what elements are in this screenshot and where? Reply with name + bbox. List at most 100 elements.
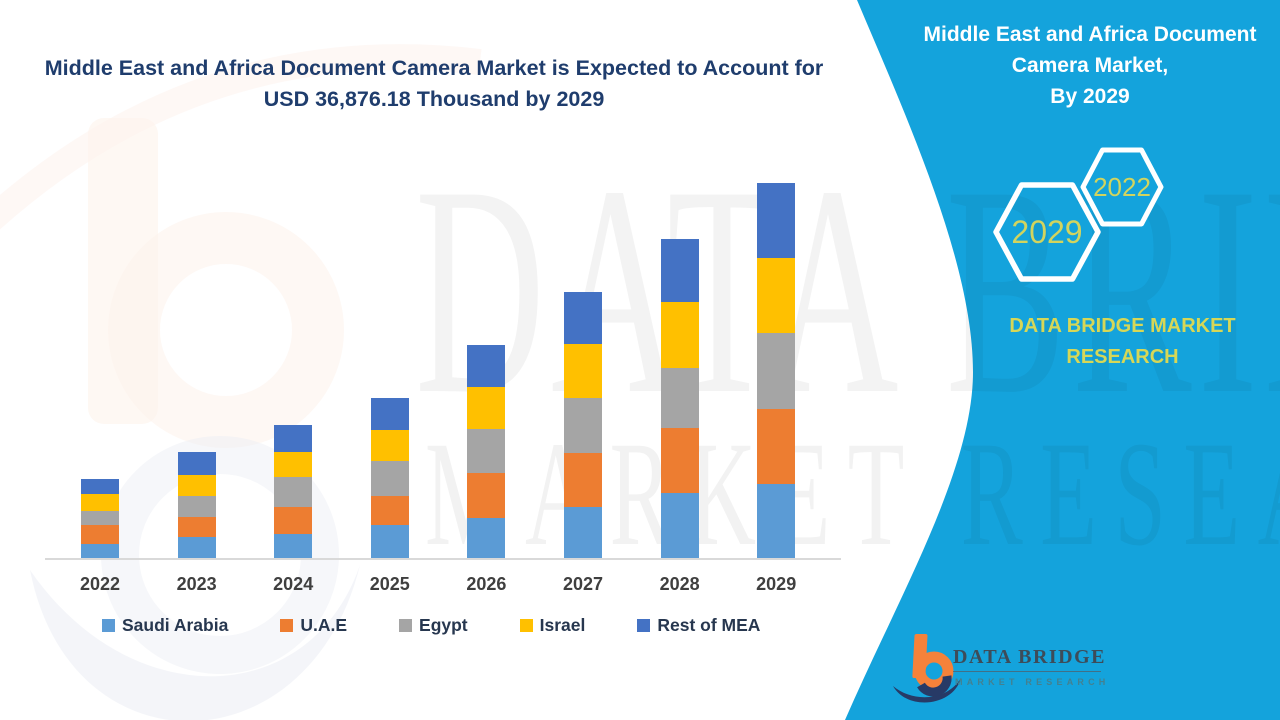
- bar-segment-2024-egypt: [274, 477, 313, 507]
- bar-segment-2025-u-a-e: [370, 496, 409, 525]
- bar-segment-2026-saudi-arabia: [467, 518, 506, 558]
- bar-segment-2024-israel: [274, 452, 313, 477]
- bar-segment-2029-u-a-e: [757, 409, 796, 484]
- bar-2029: [757, 183, 796, 558]
- bar-segment-2022-egypt: [81, 511, 119, 525]
- watermark-swirl-ring: [101, 436, 339, 674]
- bar-2028: [660, 239, 699, 558]
- legend-marker-rest-of-mea: [637, 619, 651, 632]
- hexagon-2022: [1080, 147, 1164, 227]
- bar-2026: [467, 345, 506, 558]
- bar-segment-2028-saudi-arabia: [660, 493, 699, 558]
- bar-segment-2023-israel: [177, 475, 216, 496]
- x-axis-label-2022: 2022: [79, 574, 121, 594]
- bar-2027: [564, 291, 602, 558]
- hexagon-2022-label: 2022: [1093, 172, 1151, 202]
- legend-item-israel: Israel: [519, 615, 586, 636]
- bar-segment-2026-rest-of-mea: [467, 345, 506, 387]
- bar-segment-2028-israel: [660, 302, 699, 368]
- side-panel-shape: [845, 0, 1280, 720]
- logo-wordmark: DATA BRIDGE: [953, 646, 1107, 668]
- bar-segment-2023-saudi-arabia: [177, 537, 216, 558]
- x-axis-label-2023: 2023: [176, 574, 217, 594]
- bar-segment-2023-egypt: [177, 496, 216, 517]
- legend-item-saudi-arabia: Saudi Arabia: [102, 615, 228, 636]
- bar-2024: [274, 425, 313, 558]
- bar-segment-2028-u-a-e: [660, 428, 699, 493]
- hexagon-2029-label: 2029: [1011, 214, 1082, 250]
- bar-segment-2024-rest-of-mea: [274, 425, 313, 452]
- legend-marker-israel: [519, 619, 533, 632]
- bar-segment-2029-egypt: [757, 332, 796, 409]
- chart-legend: Saudi Arabia U.A.E Egypt Israel Rest of MEA: [102, 615, 760, 636]
- bar-segment-2024-saudi-arabia: [274, 534, 313, 558]
- hexagon-2029: [993, 182, 1101, 282]
- legend-item-rest-of-mea: Rest of MEA: [637, 615, 760, 636]
- bar-segment-2027-u-a-e: [564, 453, 602, 507]
- brand-caption: DATA BRIDGE MARKET RESEARCH: [1009, 315, 1236, 368]
- legend-item-u-a-e: U.A.E: [280, 615, 347, 636]
- bar-segment-2024-u-a-e: [274, 507, 313, 534]
- bar-segment-2023-rest-of-mea: [177, 452, 216, 475]
- bar-2025: [370, 398, 409, 558]
- chart-title: Middle East and Africa Document Camera M…: [8, 53, 860, 115]
- legend-label-rest-of-mea: Rest of MEA: [657, 615, 761, 635]
- bar-2022: [81, 479, 119, 558]
- bar-segment-2025-israel: [370, 430, 409, 461]
- bar-segment-2027-israel: [564, 344, 602, 398]
- x-axis-label-2026: 2026: [466, 574, 507, 594]
- bar-segment-2022-u-a-e: [81, 525, 119, 544]
- bar-segment-2026-u-a-e: [467, 473, 506, 518]
- watermark-b-bowl: [108, 212, 344, 448]
- legend-marker-egypt: [399, 619, 413, 632]
- bar-segment-2027-egypt: [564, 398, 602, 453]
- chart-title-line1: Middle East and Africa Document Camera M…: [44, 56, 824, 80]
- bar-segment-2028-egypt: [660, 368, 699, 428]
- watermark-swirl-crescent: [30, 565, 360, 720]
- bar-segment-2027-saudi-arabia: [564, 507, 602, 558]
- logo-b-bowl: [914, 651, 954, 691]
- x-axis-label-2029: 2029: [756, 574, 797, 594]
- legend-label-saudi-arabia: Saudi Arabia: [122, 615, 229, 635]
- stacked-bar-chart: 2022 2023 2024 2025 2026 2027 2028 2029: [79, 183, 797, 594]
- bar-segment-2026-egypt: [467, 429, 506, 473]
- legend-marker-saudi-arabia: [102, 619, 115, 632]
- bar-segment-2025-saudi-arabia: [370, 525, 409, 558]
- bar-segment-2026-israel: [467, 387, 506, 429]
- legend-marker-u-a-e: [280, 619, 294, 632]
- logo-swoosh: [893, 678, 961, 703]
- legend-label-u-a-e: U.A.E: [300, 615, 348, 635]
- bar-segment-2025-rest-of-mea: [370, 398, 409, 430]
- x-axis-label-2024: 2024: [273, 574, 314, 594]
- bar-segment-2022-rest-of-mea: [81, 479, 119, 494]
- legend-label-israel: Israel: [539, 615, 586, 635]
- logo-divider: [953, 671, 1101, 672]
- bar-segment-2029-rest-of-mea: [757, 183, 796, 258]
- bar-segment-2022-saudi-arabia: [81, 544, 119, 558]
- watermark-b-stem: [88, 118, 158, 424]
- legend-label-egypt: Egypt: [419, 615, 468, 635]
- year-hexagons: 2029 2022: [993, 147, 1164, 282]
- bar-segment-2023-u-a-e: [177, 517, 216, 537]
- bar-segment-2028-rest-of-mea: [660, 239, 699, 302]
- watermark-swoosh-arc: [0, 44, 482, 230]
- bar-segment-2027-rest-of-mea: [564, 291, 602, 344]
- bar-segment-2029-saudi-arabia: [757, 484, 796, 558]
- chart-title-line2: USD 36,876.18 Thousand by 2029: [263, 87, 605, 111]
- x-axis-label-2027: 2027: [562, 574, 604, 594]
- x-axis-label-2028: 2028: [659, 574, 700, 594]
- bar-segment-2029-israel: [757, 257, 796, 333]
- logo-subtitle: MARKET RESEARCH: [955, 677, 1110, 687]
- bar-segment-2025-egypt: [370, 461, 409, 496]
- logo-swoosh-ring: [917, 675, 952, 697]
- databridge-logo-icon: [893, 634, 961, 703]
- legend-item-egypt: Egypt: [399, 615, 468, 636]
- x-axis-label-2025: 2025: [369, 574, 410, 594]
- bar-segment-2022-israel: [81, 494, 119, 511]
- side-panel-title: Middle East and Africa Document Camera M…: [923, 23, 1257, 108]
- bar-2023: [177, 452, 216, 558]
- x-axis-line: [45, 558, 841, 560]
